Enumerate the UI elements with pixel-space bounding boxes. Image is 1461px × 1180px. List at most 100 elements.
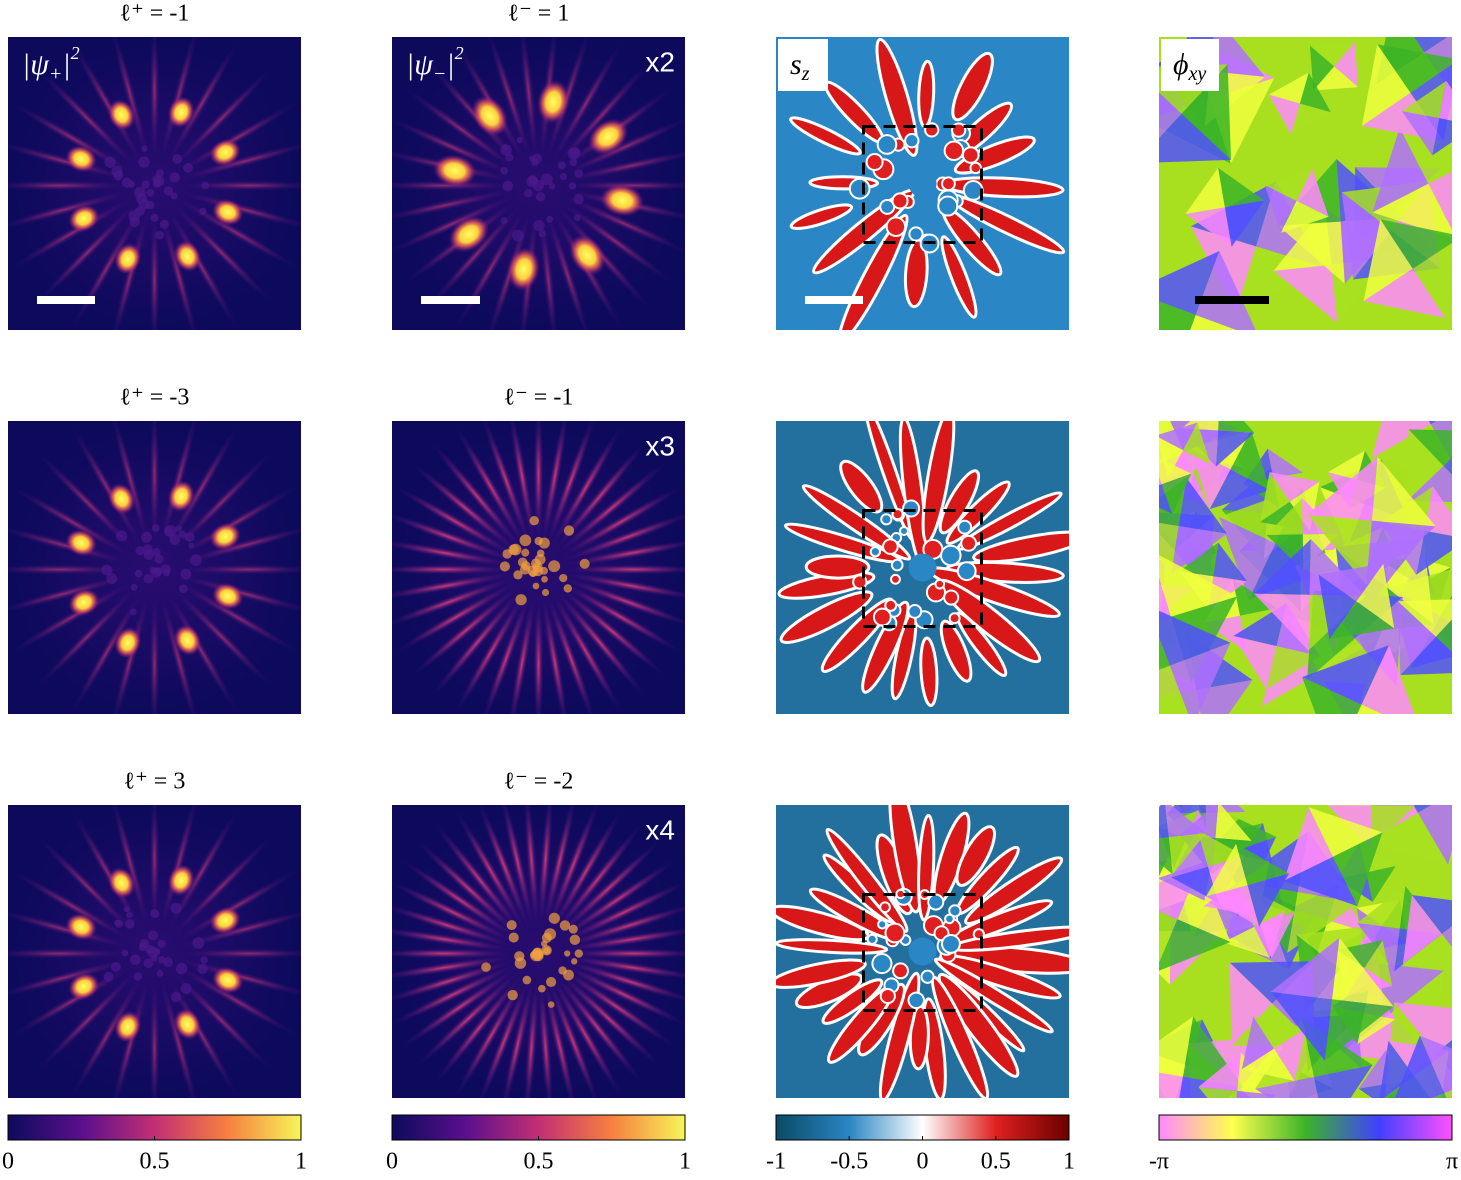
streak: [524, 805, 539, 929]
phase-patch: [1318, 563, 1384, 602]
phase-patch: [1196, 680, 1253, 714]
phase-patch: [1402, 895, 1442, 965]
row-title: ℓ⁺ = -1: [120, 1, 190, 27]
streak: [550, 975, 622, 1097]
petal: [888, 805, 923, 914]
tick-label: -1: [766, 1149, 786, 1175]
streak: [562, 960, 685, 1003]
colorbar: [1158, 1114, 1453, 1141]
spot: [192, 937, 205, 949]
spot: [521, 548, 530, 557]
streak: [71, 975, 143, 1097]
phase-patch: [1356, 563, 1395, 629]
streak: [432, 443, 523, 551]
spot: [541, 945, 552, 956]
streak: [519, 37, 538, 161]
spot: [559, 920, 571, 931]
spot: [559, 573, 568, 583]
blob: [892, 962, 909, 980]
phase-patch: [1361, 645, 1415, 714]
phase-patch: [1171, 866, 1219, 904]
streak: [11, 486, 133, 558]
spot: [538, 537, 550, 549]
streak: [541, 421, 569, 545]
streak: [149, 978, 160, 1098]
spot: [157, 939, 166, 949]
streak: [149, 594, 160, 714]
phase-patch: [1329, 601, 1395, 640]
streak: [545, 209, 591, 330]
streak: [560, 581, 682, 653]
petal: [801, 484, 912, 561]
lobe: [114, 627, 142, 659]
streak: [435, 972, 524, 1083]
blob: [937, 195, 959, 217]
row-title: ℓ⁻ = 1: [508, 1, 570, 27]
petal: [919, 636, 939, 707]
phase-patch: [1379, 1040, 1414, 1098]
tick-label: 0.5: [981, 1149, 1011, 1175]
tick-label: 1: [679, 1149, 691, 1175]
phase-patch: [1159, 422, 1198, 451]
streak: [111, 421, 149, 546]
phase-patch: [1406, 429, 1444, 501]
spot: [546, 215, 553, 223]
streak: [395, 581, 517, 653]
scale-bar: [421, 296, 480, 304]
streak: [166, 426, 238, 548]
spot: [146, 188, 155, 197]
streak: [546, 421, 596, 547]
colorbar: [7, 1114, 302, 1141]
blob: [904, 133, 920, 149]
spot: [116, 530, 128, 542]
phase-patch: [1443, 457, 1452, 475]
streak: [392, 512, 516, 562]
phase-patch: [1254, 593, 1310, 651]
streak: [172, 452, 272, 552]
blob: [948, 612, 961, 625]
phase-patch: [1218, 167, 1265, 208]
streak: [172, 971, 272, 1071]
spot: [569, 934, 581, 946]
spot: [559, 173, 568, 181]
streak: [553, 972, 642, 1083]
lobe: [167, 864, 195, 896]
spot: [541, 588, 550, 597]
streak: [543, 805, 576, 930]
spot: [150, 213, 159, 222]
streak: [560, 486, 682, 558]
phase-patch: [1313, 66, 1359, 91]
blob: [882, 538, 899, 555]
streak: [501, 977, 534, 1098]
phase-patch: [1223, 895, 1255, 943]
scale-factor: x3: [645, 430, 675, 461]
streak: [501, 805, 534, 930]
spot: [129, 608, 137, 616]
phase-patch: [1213, 542, 1247, 582]
phase-patch: [1402, 933, 1452, 971]
phase-patch: [1400, 636, 1452, 675]
blob: [927, 893, 945, 911]
streak: [477, 976, 530, 1098]
streak: [486, 37, 532, 162]
phase-patch: [1182, 421, 1219, 431]
petal: [972, 530, 1069, 564]
spot: [515, 594, 527, 606]
streak: [559, 967, 675, 1047]
lobe: [167, 480, 195, 512]
streak: [392, 964, 517, 1026]
phase-patch: [1309, 45, 1335, 91]
streak: [533, 421, 544, 545]
label-part: +: [49, 63, 63, 85]
streak: [8, 948, 130, 959]
phase-patch: [1253, 1016, 1307, 1049]
phase-patch: [1394, 1002, 1452, 1054]
phase-patch: [1296, 168, 1329, 217]
phase-patch: [1318, 574, 1357, 640]
streak: [550, 42, 622, 164]
streak: [402, 860, 518, 940]
spot: [541, 932, 552, 943]
phase-patch: [1206, 885, 1260, 927]
spot: [130, 954, 141, 965]
panel: [392, 421, 685, 714]
